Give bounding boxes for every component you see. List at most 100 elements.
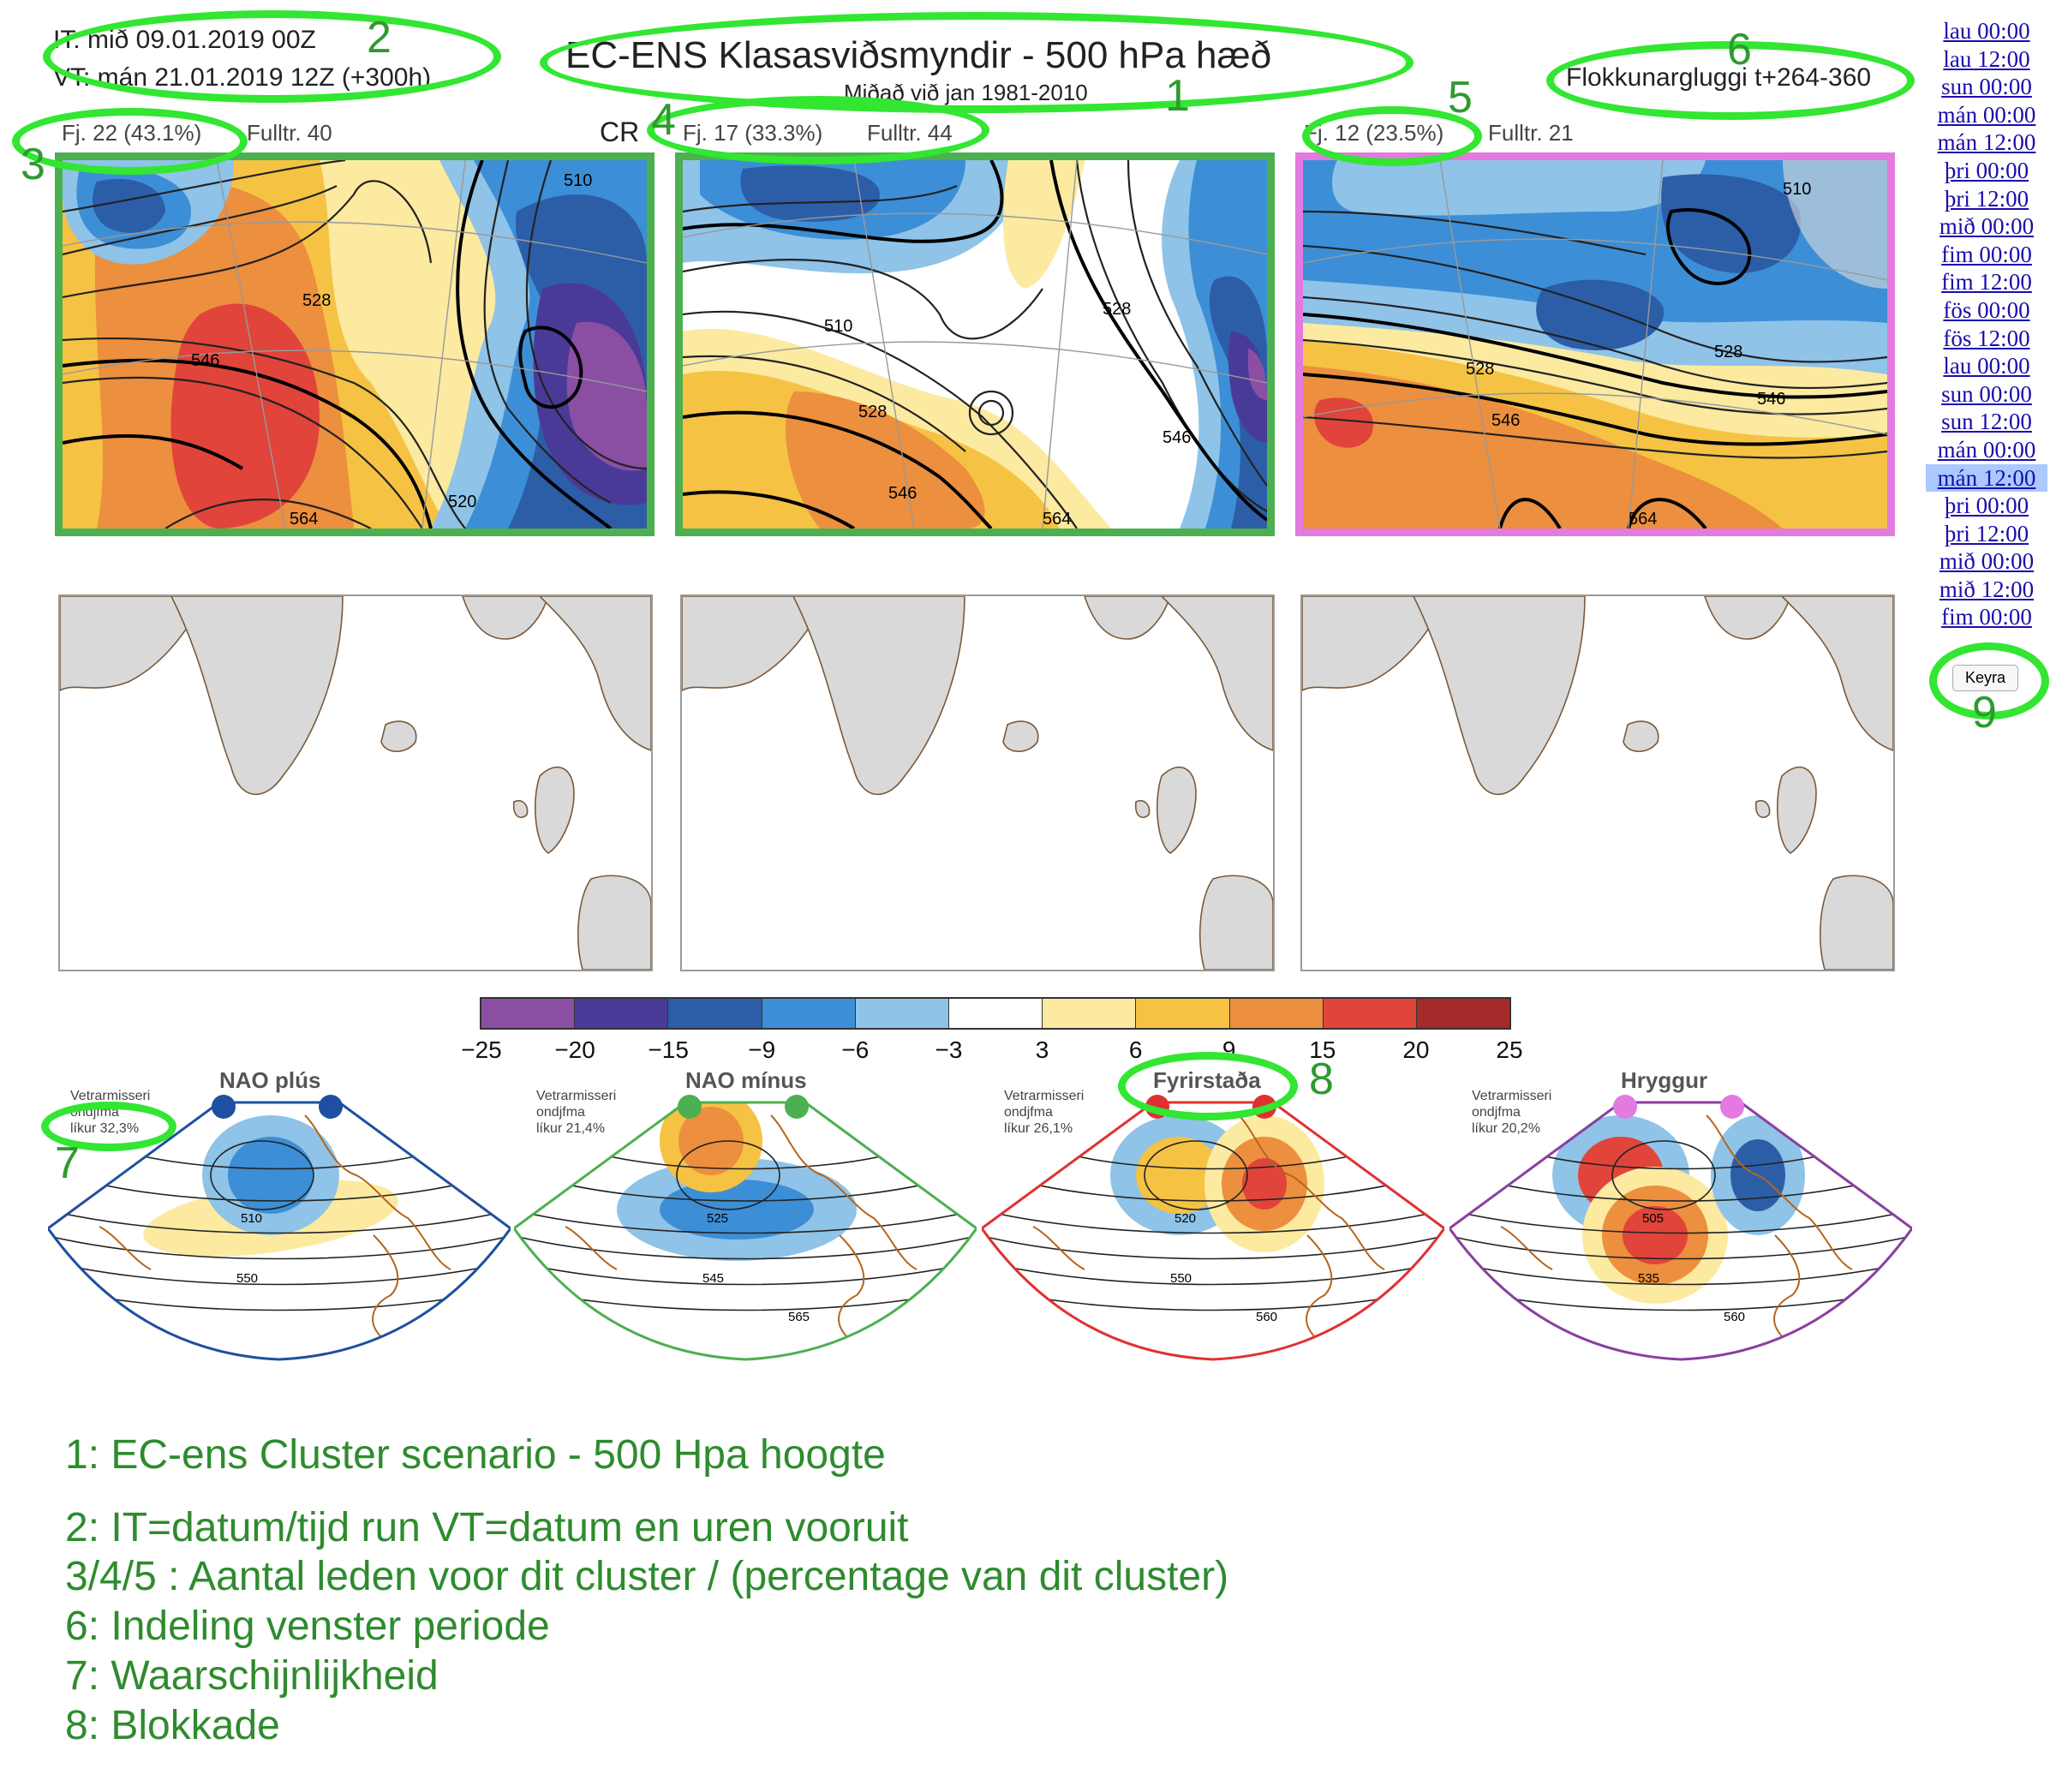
regime-season: Vetrarmisseri [1004,1089,1085,1103]
colorbar-swatch [575,999,669,1028]
contour-label: 564 [290,510,318,529]
contour-label: 505 [1642,1211,1664,1226]
regime-months: ondjfma [1472,1105,1521,1120]
cluster1-rep: Fulltr. 40 [247,120,332,146]
time-link[interactable]: mán 12:00 [1937,129,2036,156]
contour-label: 535 [1638,1271,1659,1286]
base-map-1 [58,594,653,971]
annotation-number: 5 [1448,73,1473,122]
annotation-number: 7 [55,1138,80,1188]
legend-line-5: 7: Waarschijnlijkheid [65,1653,439,1699]
annotation-number: 2 [367,13,391,63]
contour-label: 546 [1491,411,1520,430]
regime-info: Vetrarmisseri ondjfma líkur 21,4% [536,1088,616,1137]
colorbar-tick-label: 9 [1222,1036,1236,1063]
time-link[interactable]: sun 00:00 [1941,74,2032,100]
colorbar-swatch [1323,999,1417,1028]
cluster2-members: Fj. 17 (33.3%) [683,120,823,146]
time-link[interactable]: mið 12:00 [1939,576,2035,602]
time-link[interactable]: fim 12:00 [1941,269,2032,296]
colorbar-swatch [1416,999,1510,1028]
regime-fan-map: 520 550 560 [979,1095,1447,1361]
coastline-map [60,596,651,970]
legend-line-2: 2: IT=datum/tijd run VT=datum en uren vo… [65,1505,909,1550]
regime-info: Vetrarmisseri ondjfma líkur 32,3% [70,1088,150,1137]
regime-probability: líkur 26,1% [1004,1121,1073,1136]
page-title: EC-ENS Klasasviðsmyndir - 500 hPa hæð [565,34,1272,76]
time-link[interactable]: mið 00:00 [1939,548,2035,575]
contour-label: 546 [888,484,917,503]
time-link[interactable]: mið 00:00 [1939,213,2035,240]
regime-title: NAO mínus [685,1067,807,1093]
time-link[interactable]: fös 00:00 [1943,296,2030,323]
regime-title: Hryggur [1621,1067,1708,1093]
contour-label: 550 [1170,1271,1192,1286]
contour-label: 546 [1162,428,1191,447]
contour-label: 510 [241,1211,262,1226]
colorbar-tick-label: −20 [554,1036,595,1063]
page-subtitle: Miðað við jan 1981-2010 [844,80,1088,105]
regime-info: Vetrarmisseri ondjfma líkur 26,1% [1004,1088,1084,1137]
time-link[interactable]: þri 00:00 [1944,493,2029,519]
time-link[interactable]: mán 00:00 [1937,436,2036,463]
contour-label: 560 [1724,1310,1745,1324]
time-link-list: lau 00:00 lau 12:00 sun 00:00 mán 00:00 mán … [1926,17,2047,631]
contour-label: 528 [858,403,887,421]
valid-time: VT: mán 21.01.2019 12Z (+300h) [53,63,432,92]
colorbar-swatch [481,999,576,1028]
annotation-number: 4 [651,95,676,145]
colorbar-tick-label: −6 [841,1036,870,1063]
colorbar-tick-label: −15 [648,1036,689,1063]
time-link[interactable]: mán 00:00 [1937,101,2036,128]
contour-label: 528 [1466,360,1494,379]
regime-probability: líkur 20,2% [1472,1121,1541,1136]
colorbar-tick-label: 15 [1309,1036,1336,1063]
time-link[interactable]: sun 00:00 [1941,380,2032,407]
regime-fan-map: 510 550 [45,1095,513,1361]
time-link[interactable]: þri 00:00 [1944,157,2029,183]
regime-season: Vetrarmisseri [536,1089,617,1103]
annotation-number: 6 [1727,25,1752,75]
cluster1-members: Fj. 22 (43.1%) [62,120,202,146]
time-link[interactable]: þri 12:00 [1944,520,2029,547]
anomaly-colorbar [480,997,1511,1030]
cluster-map-1: 510 528 546 520 564 [55,152,654,536]
time-link[interactable]: lau 00:00 [1943,353,2030,379]
colorbar-swatch [762,999,856,1028]
legend-line-4: 6: Indeling venster periode [65,1604,550,1649]
regime-title: NAO plús [219,1067,321,1093]
time-link[interactable]: fös 12:00 [1943,325,2030,351]
cluster2-rep: Fulltr. 44 [867,120,953,146]
contour-label: 545 [702,1271,724,1286]
colorbar-swatch [948,999,1043,1028]
contour-label: 510 [824,317,852,336]
time-link[interactable]: lau 00:00 [1943,18,2030,44]
time-link[interactable]: fim 00:00 [1941,241,2032,267]
contour-label: 528 [1103,300,1131,319]
contour-label: 565 [788,1310,810,1324]
base-map-3 [1300,594,1895,971]
annotation-number: 8 [1309,1054,1334,1104]
regime-season: Vetrarmisseri [1472,1089,1552,1103]
annotation-number: 9 [1972,688,1997,738]
colorbar-tick-label: −9 [748,1036,776,1063]
run-button[interactable]: Keyra [1952,665,2019,691]
legend-line-6: 8: Blokkade [65,1703,280,1748]
init-time: IT: mið 09.01.2019 00Z [53,26,316,54]
cluster3-rep: Fulltr. 21 [1488,120,1574,146]
contour-label: 510 [564,171,592,190]
contour-label: 546 [191,351,219,370]
time-link[interactable]: lau 12:00 [1943,45,2030,72]
colorbar-swatch [668,999,762,1028]
time-link[interactable]: fim 00:00 [1941,604,2032,630]
time-link[interactable]: sun 12:00 [1941,409,2032,435]
cluster3-members: Fj. 12 (23.5%) [1304,120,1444,146]
contour-label: 564 [1043,510,1071,529]
cluster-map-2-field: 510 528 546 528 546 564 [683,160,1267,529]
colorbar-tick-label: −3 [935,1036,963,1063]
time-link[interactable]: þri 12:00 [1944,185,2029,212]
time-link[interactable]: mán 12:00 [1926,463,2047,493]
colorbar-tick-label: 6 [1128,1036,1143,1063]
cluster-map-1-field: 510 528 546 520 564 [63,160,647,529]
contour-label: 564 [1629,510,1657,529]
